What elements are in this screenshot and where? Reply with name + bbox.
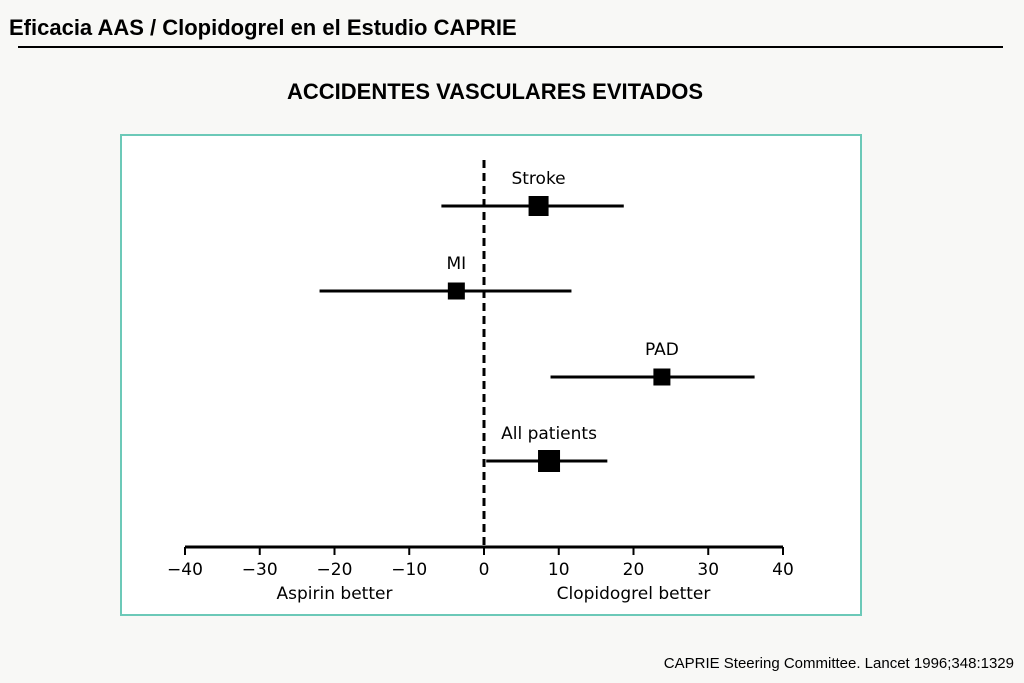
left-direction-label: Aspirin better <box>277 584 393 604</box>
x-tick-label: −30 <box>242 560 278 580</box>
x-tick-label: 20 <box>623 560 645 580</box>
forest-plot: Stroke MI PAD All patients −40 −30 −20 −10 0 10 2… <box>167 160 794 604</box>
point-estimate-all-patients <box>538 450 561 472</box>
x-axis: −40 −30 −20 −10 0 10 20 30 40 Aspirin better Clopi… <box>167 545 794 604</box>
row-label-stroke: Stroke <box>511 169 565 189</box>
rows-layer: Stroke MI PAD All patients <box>319 169 755 472</box>
slide-subtitle: ACCIDENTES VASCULARES EVITADOS <box>286 79 703 104</box>
citation: CAPRIE Steering Committee. Lancet 1996;3… <box>663 655 1014 672</box>
row-label-pad: PAD <box>645 340 679 360</box>
point-estimate-stroke <box>528 196 549 216</box>
x-tick-label: −20 <box>317 560 353 580</box>
point-estimate-pad <box>653 368 671 386</box>
title-divider <box>18 46 1003 48</box>
x-tick-label: 40 <box>772 560 794 580</box>
point-estimate-mi <box>447 282 465 300</box>
row-pad: PAD <box>550 340 755 386</box>
x-tick-label: 10 <box>548 560 570 580</box>
x-tick-label: 0 <box>479 560 490 580</box>
right-direction-label: Clopidogrel better <box>557 584 711 604</box>
slide-title: Eficacia AAS / Clopidogrel en el Estudio… <box>9 15 517 40</box>
row-label-mi: MI <box>446 254 466 274</box>
row-mi: MI <box>319 254 572 300</box>
x-tick-label: 30 <box>697 560 719 580</box>
forest-plot-frame: Stroke MI PAD All patients −40 −30 −20 −10 0 10 2… <box>120 134 862 616</box>
row-label-all-patients: All patients <box>501 424 597 444</box>
x-tick-label: −10 <box>391 560 427 580</box>
row-stroke: Stroke <box>441 169 624 216</box>
x-tick-label: −40 <box>167 560 203 580</box>
row-all-patients: All patients <box>486 424 608 472</box>
